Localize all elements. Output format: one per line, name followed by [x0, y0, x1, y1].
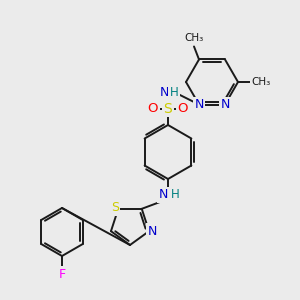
Text: F: F	[58, 268, 66, 281]
Text: O: O	[148, 103, 158, 116]
Text: N: N	[159, 86, 169, 100]
Text: H: H	[171, 188, 179, 202]
Text: H: H	[169, 86, 178, 100]
Text: S: S	[164, 102, 172, 116]
Text: N: N	[147, 225, 157, 238]
Text: N: N	[220, 98, 230, 111]
Text: CH₃: CH₃	[184, 34, 204, 44]
Text: S: S	[111, 201, 119, 214]
Text: CH₃: CH₃	[251, 77, 271, 87]
Text: N: N	[194, 98, 204, 111]
Text: N: N	[158, 188, 168, 202]
Text: O: O	[178, 103, 188, 116]
